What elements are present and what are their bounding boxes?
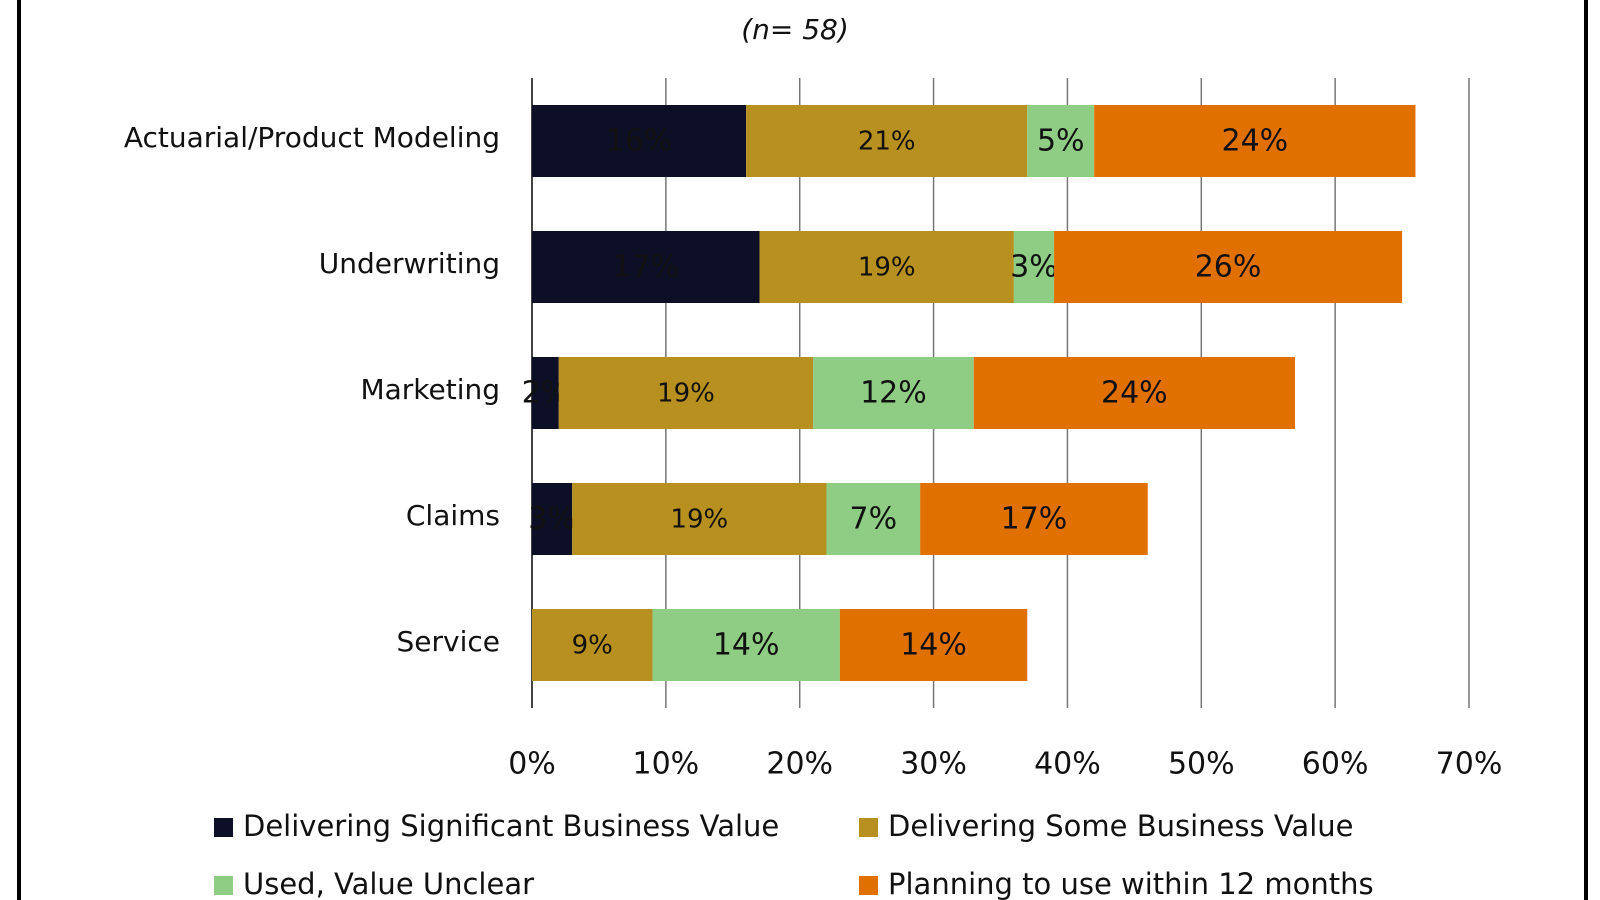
bar-segment (1013, 231, 1055, 303)
bar-segment (813, 357, 974, 429)
legend-marker (214, 818, 233, 837)
bar-segment (532, 609, 653, 681)
data-label: 14% (713, 628, 780, 663)
data-label: 3% (528, 502, 576, 537)
data-label: 24% (1221, 124, 1288, 159)
data-label: 16% (606, 124, 673, 159)
y-tick-label: Actuarial/Product Modeling (124, 121, 500, 154)
x-tick-label: 50% (1168, 747, 1235, 782)
legend-label: Used, Value Unclear (243, 867, 534, 900)
y-tick-label: Service (397, 625, 500, 658)
legend-label: Delivering Significant Business Value (243, 809, 779, 843)
data-label: 21% (858, 127, 916, 157)
x-tick-label: 20% (766, 747, 833, 782)
chart-subtitle: (n= 58) (741, 13, 849, 46)
bar-segment (973, 357, 1295, 429)
legend-marker (859, 876, 878, 895)
x-tick-label: 10% (633, 747, 700, 782)
x-tick-label: 60% (1302, 747, 1369, 782)
legend-label: Planning to use within 12 months (888, 867, 1374, 900)
bar-segment (1094, 105, 1416, 177)
data-label: 12% (860, 376, 927, 411)
bar-segment (652, 609, 840, 681)
y-tick-label: Underwriting (319, 247, 500, 280)
bar-segment (920, 483, 1148, 555)
data-label: 19% (858, 253, 916, 283)
data-label: 17% (1001, 502, 1068, 537)
data-label: 26% (1195, 250, 1262, 285)
data-label: 24% (1101, 376, 1168, 411)
y-tick-label: Claims (406, 499, 500, 532)
data-label: 5% (1037, 124, 1085, 159)
data-label: 3% (1010, 250, 1058, 285)
data-label: 14% (900, 628, 967, 663)
data-label: 9% (572, 631, 613, 661)
y-tick-label: Marketing (360, 373, 500, 406)
data-label: 17% (612, 250, 679, 285)
bar-segment (746, 105, 1028, 177)
bar-segment (1054, 231, 1403, 303)
bar-segment (532, 357, 559, 429)
bar-segment (532, 105, 747, 177)
bar-segment (839, 609, 1028, 681)
bar-segment (826, 483, 921, 555)
bar-segment (532, 231, 760, 303)
frame (17, 0, 1588, 900)
x-tick-label: 70% (1436, 747, 1503, 782)
bar-segment (558, 357, 814, 429)
bar-segment (1027, 105, 1095, 177)
x-tick-label: 40% (1034, 747, 1101, 782)
data-label: 19% (657, 379, 715, 409)
data-label: 19% (670, 505, 728, 535)
bar-segment (532, 483, 573, 555)
x-tick-label: 0% (508, 747, 556, 782)
bar-segment (572, 483, 827, 555)
legend-marker (214, 876, 233, 895)
data-label: 7% (850, 502, 898, 537)
bar-segment (759, 231, 1014, 303)
legend-label: Delivering Some Business Value (888, 809, 1353, 843)
x-tick-label: 30% (900, 747, 967, 782)
legend-marker (859, 818, 878, 837)
